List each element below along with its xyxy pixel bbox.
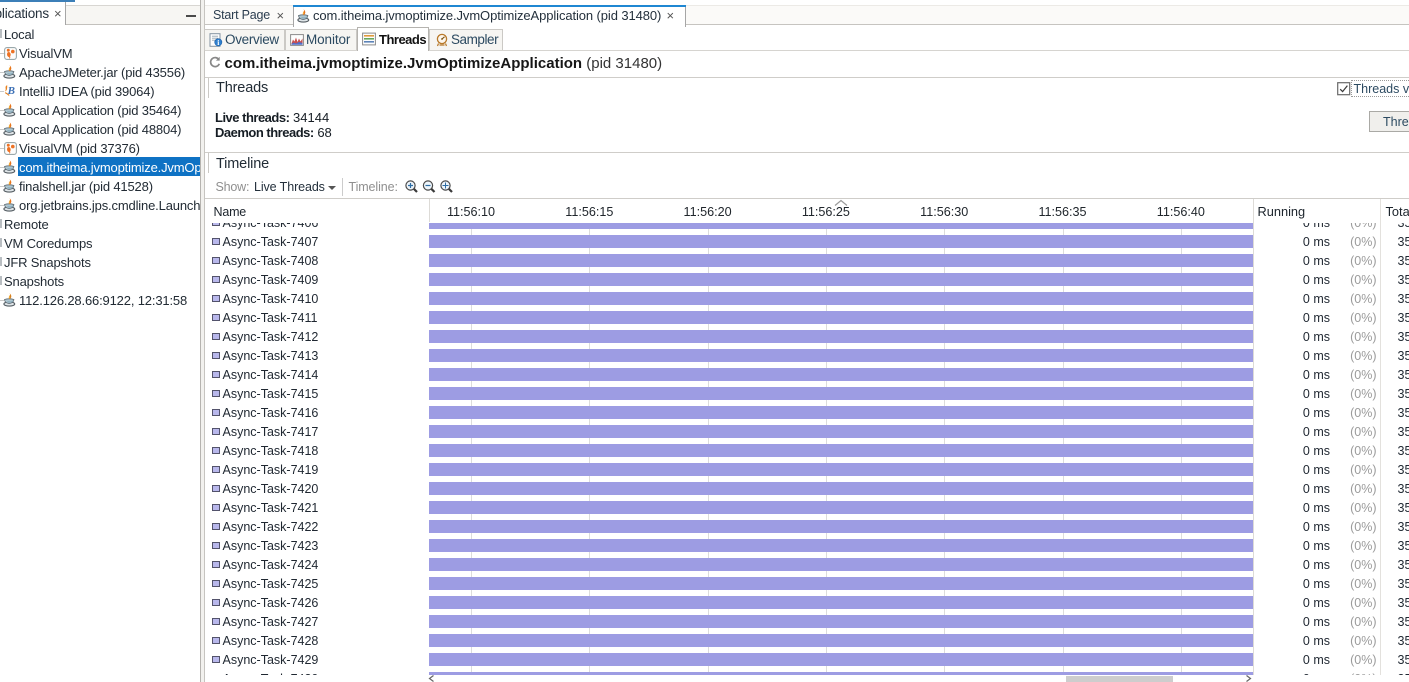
svg-text:B: B — [7, 85, 15, 97]
svg-text:i: i — [217, 37, 219, 46]
